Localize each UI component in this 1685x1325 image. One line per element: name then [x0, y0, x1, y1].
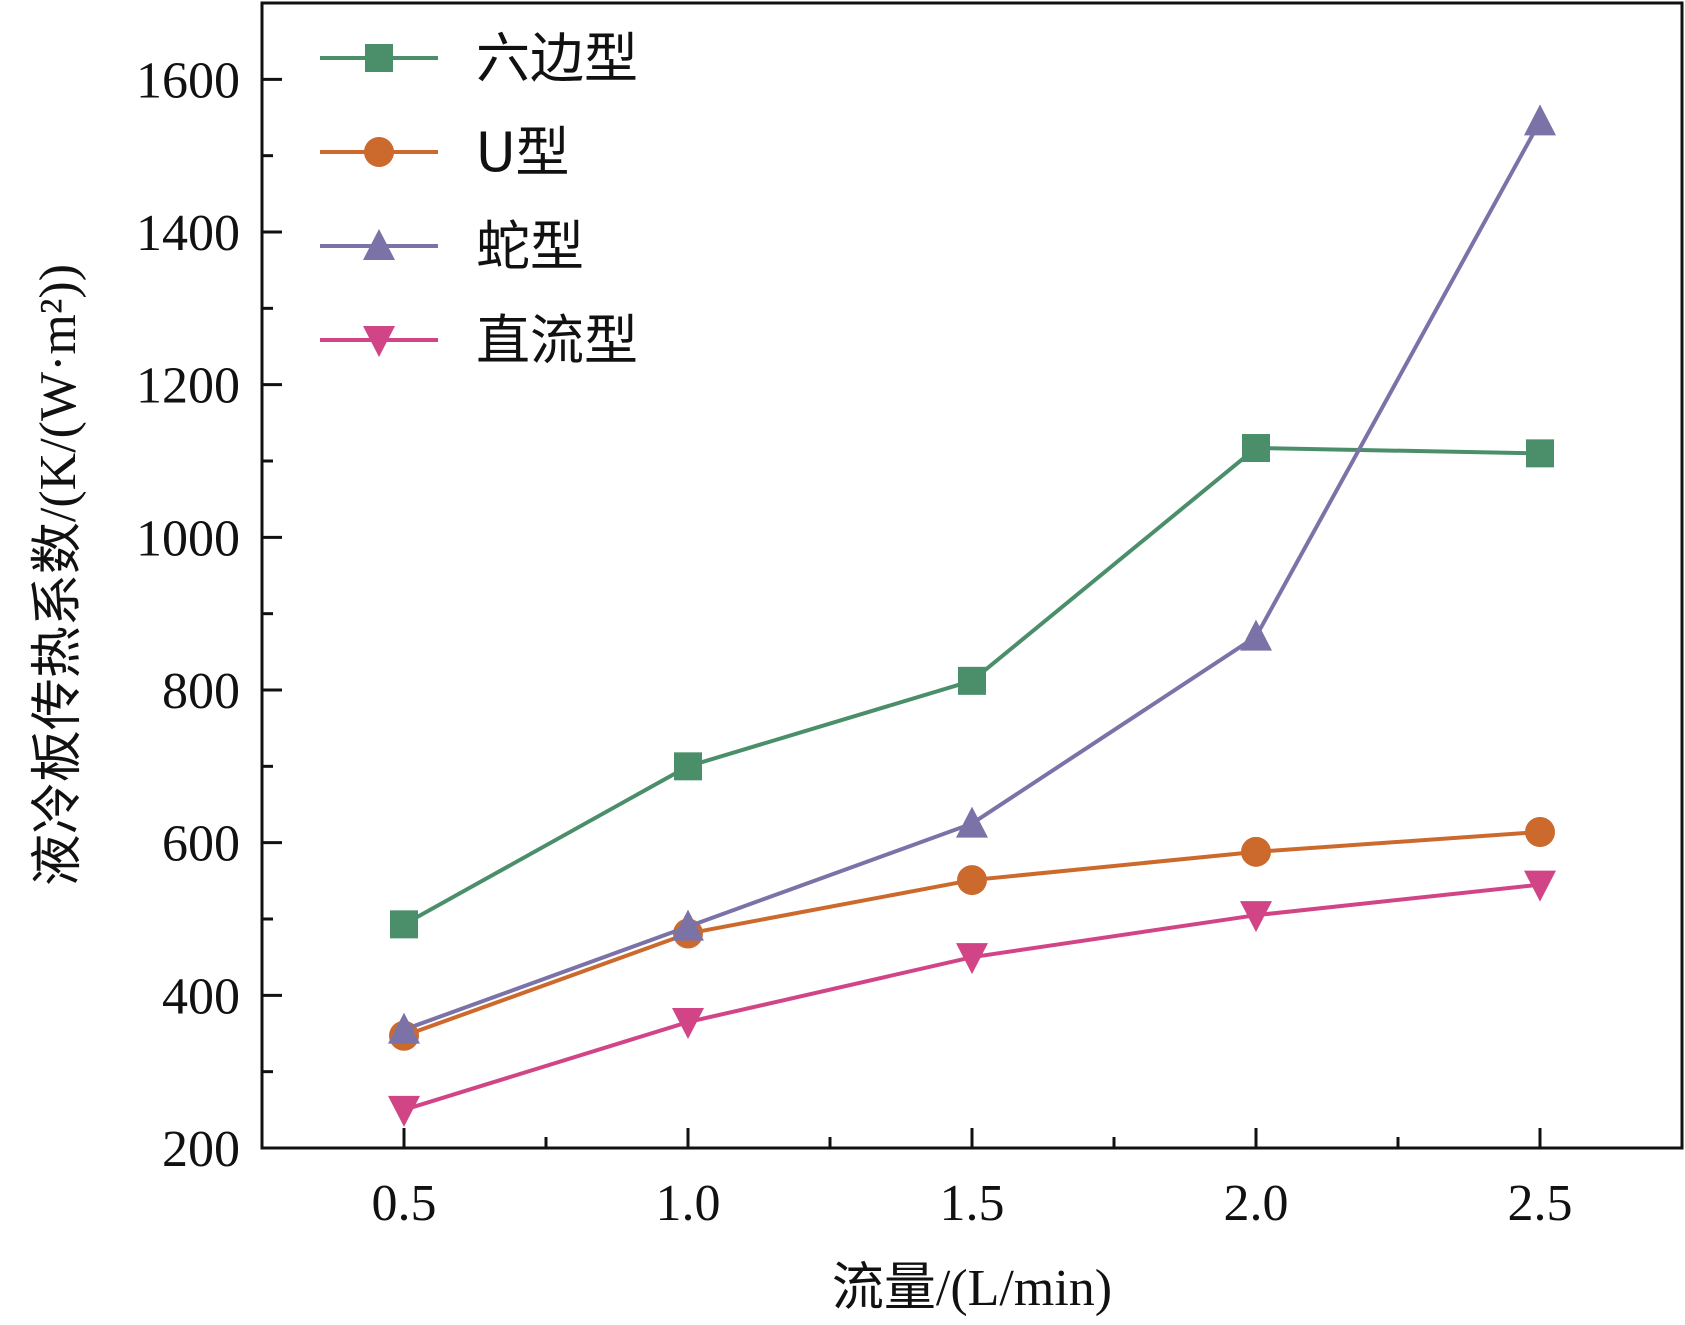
data-point [958, 666, 986, 695]
series-line [403, 829, 1541, 1038]
data-point [957, 865, 987, 896]
x-tick-label: 1.5 [940, 1175, 1005, 1232]
data-point [674, 752, 702, 781]
y-tick-label: 200 [162, 1121, 240, 1178]
data-point [1242, 434, 1270, 463]
y-tick-label: 1200 [136, 358, 240, 415]
x-tick-label: 2.0 [1224, 1175, 1289, 1232]
series-4 [388, 870, 1556, 1127]
x-axis-label: 流量/(L/min) [832, 1260, 1112, 1317]
series-2 [389, 816, 1555, 1051]
x-tick-label: 0.5 [372, 1175, 437, 1232]
legend-marker [363, 229, 395, 260]
data-point [388, 1095, 420, 1127]
legend-label: 蛇型 [476, 215, 584, 278]
series-3 [388, 104, 1556, 1044]
legend-label: 直流型 [476, 309, 638, 372]
data-point [1241, 836, 1271, 867]
y-tick-label: 800 [162, 663, 240, 720]
legend-entry: 蛇型 [320, 215, 584, 278]
x-axis: 0.5 1.0 1.5 2.0 2.5 [372, 1128, 1573, 1232]
y-tick-label: 1400 [136, 205, 240, 262]
data-point [1240, 901, 1272, 933]
data-point [390, 910, 418, 939]
x-tick-label: 1.0 [656, 1175, 721, 1232]
legend-entry: 直流型 [320, 309, 638, 372]
data-point [1240, 619, 1272, 651]
legend-entry: U型 [320, 121, 570, 184]
legend-marker [364, 137, 394, 167]
legend-marker [365, 44, 393, 72]
series-1 [390, 434, 1554, 939]
data-point [672, 909, 704, 941]
y-tick-label: 400 [162, 968, 240, 1025]
legend-entry: 六边型 [320, 27, 638, 90]
legend-label: U型 [476, 121, 570, 184]
y-axis: 200 400 600 800 1000 1200 1400 1600 [136, 52, 282, 1178]
series-line [403, 882, 1541, 1112]
y-axis-label: 液冷板传热系数/(K/(W·m²)) [30, 264, 87, 886]
y-tick-label: 1600 [136, 52, 240, 109]
legend-marker [363, 326, 395, 357]
data-point [672, 1008, 704, 1040]
data-point [1524, 870, 1556, 902]
y-tick-label: 600 [162, 816, 240, 873]
data-point [1524, 104, 1556, 136]
plot-frame [260, 1, 1684, 1150]
data-point [956, 806, 988, 838]
series-layer [388, 104, 1556, 1127]
y-tick-label: 1000 [136, 510, 240, 567]
x-tick-label: 2.5 [1508, 1175, 1573, 1232]
legend-label: 六边型 [476, 27, 638, 90]
data-point [1525, 816, 1555, 847]
data-point [388, 1012, 420, 1044]
data-point [1526, 439, 1554, 468]
data-point [956, 943, 988, 975]
